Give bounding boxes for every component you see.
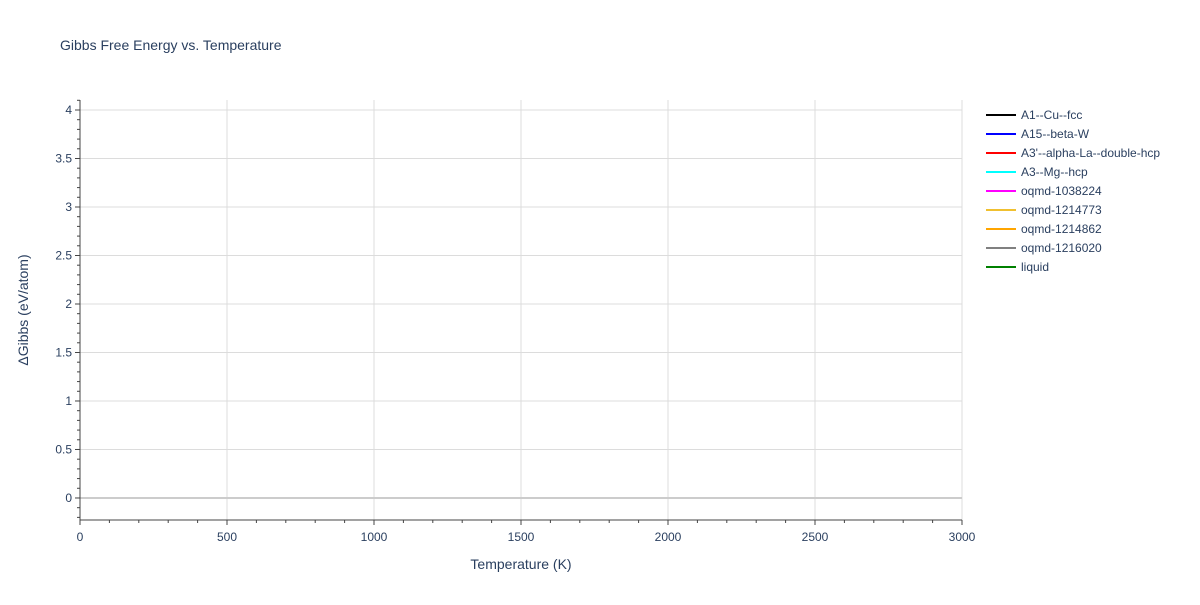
legend-item: A1--Cu--fcc: [986, 108, 1082, 122]
legend-item: oqmd-1214773: [986, 203, 1102, 217]
x-tick-label: 2000: [655, 530, 682, 544]
y-tick-label: 3: [65, 200, 72, 214]
legend-label: A1--Cu--fcc: [1021, 108, 1082, 122]
y-tick-label: 2: [65, 297, 72, 311]
legend-item: oqmd-1214862: [986, 222, 1102, 236]
y-tick-label: 3.5: [55, 151, 72, 165]
x-tick-label: 500: [217, 530, 237, 544]
legend-item: oqmd-1216020: [986, 241, 1102, 255]
legend: A1--Cu--fcc A15--beta-W A3'--alpha-La--dou…: [986, 108, 1160, 274]
y-tick-label: 0.5: [55, 442, 72, 456]
legend-label: oqmd-1038224: [1021, 184, 1102, 198]
x-tick-label: 1500: [508, 530, 535, 544]
legend-label: liquid: [1021, 260, 1049, 274]
legend-label: A3'--alpha-La--double-hcp: [1021, 146, 1160, 160]
legend-label: oqmd-1216020: [1021, 241, 1102, 255]
chart-title: Gibbs Free Energy vs. Temperature: [60, 37, 282, 53]
legend-item: A3--Mg--hcp: [986, 165, 1088, 179]
y-tick-label: 2.5: [55, 248, 72, 262]
legend-label: oqmd-1214773: [1021, 203, 1102, 217]
y-axis-label: ΔGibbs (eV/atom): [15, 254, 31, 365]
y-tick-label: 1: [65, 394, 72, 408]
axes: 0 500 1000 1500 2000 2500 3000 0 0.5 1 1.5 2 2.5 3 3.5…: [55, 99, 976, 544]
legend-item: liquid: [986, 260, 1049, 274]
x-tick-label: 0: [77, 530, 84, 544]
legend-label: A15--beta-W: [1021, 127, 1090, 141]
y-tick-label: 1.5: [55, 345, 72, 359]
x-axis-label: Temperature (K): [470, 556, 571, 572]
x-tick-label: 2500: [802, 530, 829, 544]
x-tick-label: 3000: [949, 530, 976, 544]
grid: [80, 100, 963, 520]
legend-item: oqmd-1038224: [986, 184, 1102, 198]
legend-label: A3--Mg--hcp: [1021, 165, 1088, 179]
y-tick-label: 0: [65, 491, 72, 505]
x-tick-label: 1000: [361, 530, 388, 544]
legend-item: A3'--alpha-La--double-hcp: [986, 146, 1160, 160]
legend-label: oqmd-1214862: [1021, 222, 1102, 236]
y-tick-label: 4: [65, 103, 72, 117]
legend-item: A15--beta-W: [986, 127, 1090, 141]
